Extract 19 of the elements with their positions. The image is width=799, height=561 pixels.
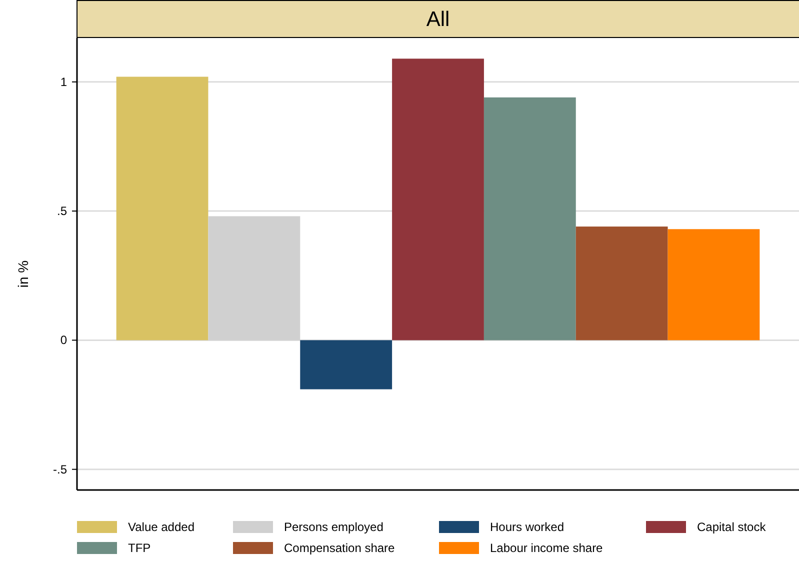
- bar: [576, 226, 668, 340]
- legend-label: Hours worked: [490, 520, 564, 534]
- legend-label: Persons employed: [284, 520, 384, 534]
- bar: [668, 229, 760, 340]
- y-tick-label: 0: [60, 333, 68, 348]
- bar: [116, 76, 208, 340]
- legend-label: Compensation share: [284, 541, 396, 555]
- y-tick-label: .5: [56, 204, 68, 218]
- legend-label: Capital stock: [697, 520, 767, 534]
- chart-title: All: [426, 8, 450, 31]
- legend-label: TFP: [128, 541, 151, 555]
- legend-label: Labour income share: [490, 541, 604, 555]
- legend-label: Value added: [128, 520, 195, 534]
- y-tick-label: -.5: [52, 462, 68, 476]
- bar: [484, 97, 576, 340]
- bar: [392, 58, 484, 340]
- bar: [300, 340, 392, 390]
- y-axis-title: in %: [15, 260, 31, 288]
- y-tick-label: 1: [60, 74, 68, 89]
